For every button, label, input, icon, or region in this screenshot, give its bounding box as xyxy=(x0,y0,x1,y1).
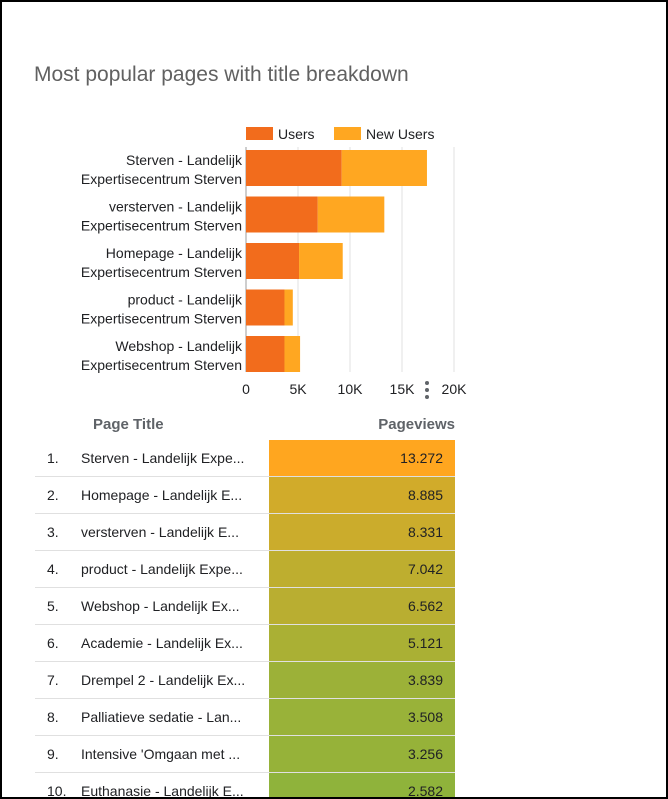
bar-new-users xyxy=(284,289,293,326)
table-body: 1. Sterven - Landelijk Expe... 13.272 2. Hom… xyxy=(35,440,455,799)
pageviews-value: 8.885 xyxy=(407,487,443,503)
page-title-cell: Academie - Landelijk Ex... xyxy=(81,635,243,651)
page-title-cell: Webshop - Landelijk Ex... xyxy=(81,598,240,614)
table-row[interactable]: 8. Palliatieve sedatie - Lan... 3.508 xyxy=(35,699,455,736)
category-label: Expertisecentrum Sterven xyxy=(81,218,242,234)
table-row[interactable]: 6. Academie - Landelijk Ex... 5.121 xyxy=(35,625,455,662)
bar-new-users xyxy=(299,243,343,279)
category-label: Expertisecentrum Sterven xyxy=(81,264,242,280)
legend-swatch xyxy=(246,127,273,140)
column-header-page-title[interactable]: Page Title xyxy=(93,416,164,433)
pageviews-cell: 3.839 xyxy=(269,662,455,698)
legend-swatch xyxy=(334,127,361,140)
pageviews-cell: 7.042 xyxy=(269,551,455,587)
category-label: Webshop - Landelijk xyxy=(115,338,243,354)
bar-users xyxy=(246,289,285,326)
bar-users xyxy=(246,196,318,233)
row-rank: 9. xyxy=(47,746,59,762)
pageviews-value: 13.272 xyxy=(400,450,443,466)
page-title-cell: Euthanasie - Landelijk E... xyxy=(81,783,244,799)
legend-label: Users xyxy=(278,126,315,142)
kebab-dot xyxy=(425,381,429,385)
pageviews-value: 5.121 xyxy=(407,635,443,651)
bar-new-users xyxy=(341,150,427,186)
pageviews-value: 3.508 xyxy=(407,709,443,725)
category-label: Expertisecentrum Sterven xyxy=(81,171,242,187)
table-row[interactable]: 10. Euthanasie - Landelijk E... 2.582 xyxy=(35,773,455,799)
pageviews-value: 8.331 xyxy=(407,524,443,540)
pageviews-table: Page Title Pageviews 1. Sterven - Landeli… xyxy=(35,410,455,799)
pageviews-cell: 5.121 xyxy=(269,625,455,661)
table-header: Page Title Pageviews xyxy=(35,410,455,440)
x-tick-label: 0 xyxy=(242,381,250,397)
bar-chart: 0 5K 10K 15K 20K Users New Users Sterven - Land… xyxy=(81,126,468,397)
pageviews-cell: 13.272 xyxy=(269,440,455,476)
kebab-dot xyxy=(425,388,429,392)
row-rank: 2. xyxy=(47,487,59,503)
table-row[interactable]: 2. Homepage - Landelijk E... 8.885 xyxy=(35,477,455,514)
row-rank: 8. xyxy=(47,709,59,725)
table-row[interactable]: 9. Intensive 'Omgaan met ... 3.256 xyxy=(35,736,455,773)
category-label: versterven - Landelijk xyxy=(109,199,243,215)
page-title-cell: Sterven - Landelijk Expe... xyxy=(81,450,245,466)
table-row[interactable]: 7. Drempel 2 - Landelijk Ex... 3.839 xyxy=(35,662,455,699)
category-label: Expertisecentrum Sterven xyxy=(81,357,242,373)
kebab-dot xyxy=(425,395,429,399)
pageviews-cell: 3.256 xyxy=(269,736,455,772)
pageviews-cell: 6.562 xyxy=(269,588,455,624)
category-label: Sterven - Landelijk xyxy=(126,152,243,168)
row-rank: 7. xyxy=(47,672,59,688)
page-title-cell: product - Landelijk Expe... xyxy=(81,561,243,577)
category-label: Homepage - Landelijk xyxy=(106,245,243,261)
legend-label: New Users xyxy=(366,126,434,142)
x-tick-label: 5K xyxy=(289,381,307,397)
pageviews-value: 3.839 xyxy=(407,672,443,688)
page-title-cell: versterven - Landelijk E... xyxy=(81,524,239,540)
bar-users xyxy=(246,243,300,279)
x-tick-label: 20K xyxy=(442,381,468,397)
x-tick-label: 10K xyxy=(338,381,364,397)
category-label: product - Landelijk xyxy=(128,292,243,308)
page-title-cell: Palliatieve sedatie - Lan... xyxy=(81,709,242,725)
chart-title: Most popular pages with title breakdown xyxy=(34,63,409,86)
table-row[interactable]: 3. versterven - Landelijk E... 8.331 xyxy=(35,514,455,551)
page-title-cell: Intensive 'Omgaan met ... xyxy=(81,746,241,762)
pageviews-cell: 2.582 xyxy=(269,773,455,799)
bar-new-users xyxy=(317,196,385,233)
pageviews-value: 6.562 xyxy=(407,598,443,614)
bar-users xyxy=(246,150,342,186)
bar-new-users xyxy=(284,336,301,372)
table-row[interactable]: 1. Sterven - Landelijk Expe... 13.272 xyxy=(35,440,455,477)
row-rank: 6. xyxy=(47,635,59,651)
pageviews-cell: 8.885 xyxy=(269,477,455,513)
row-rank: 4. xyxy=(47,561,59,577)
row-rank: 3. xyxy=(47,524,59,540)
category-label: Expertisecentrum Sterven xyxy=(81,311,242,327)
pageviews-value: 2.582 xyxy=(407,783,443,799)
column-header-pageviews[interactable]: Pageviews xyxy=(378,416,455,433)
x-tick-label: 15K xyxy=(390,381,416,397)
more-options-icon[interactable] xyxy=(424,381,430,399)
bar-users xyxy=(246,336,285,372)
table-row[interactable]: 4. product - Landelijk Expe... 7.042 xyxy=(35,551,455,588)
row-rank: 5. xyxy=(47,598,59,614)
page-title-cell: Homepage - Landelijk E... xyxy=(81,487,243,503)
pageviews-value: 3.256 xyxy=(407,746,443,762)
row-rank: 1. xyxy=(47,450,59,466)
pageviews-cell: 8.331 xyxy=(269,514,455,550)
row-rank: 10. xyxy=(47,783,67,799)
table-row[interactable]: 5. Webshop - Landelijk Ex... 6.562 xyxy=(35,588,455,625)
pageviews-value: 7.042 xyxy=(407,561,443,577)
page-title-cell: Drempel 2 - Landelijk Ex... xyxy=(81,672,246,688)
pageviews-cell: 3.508 xyxy=(269,699,455,735)
